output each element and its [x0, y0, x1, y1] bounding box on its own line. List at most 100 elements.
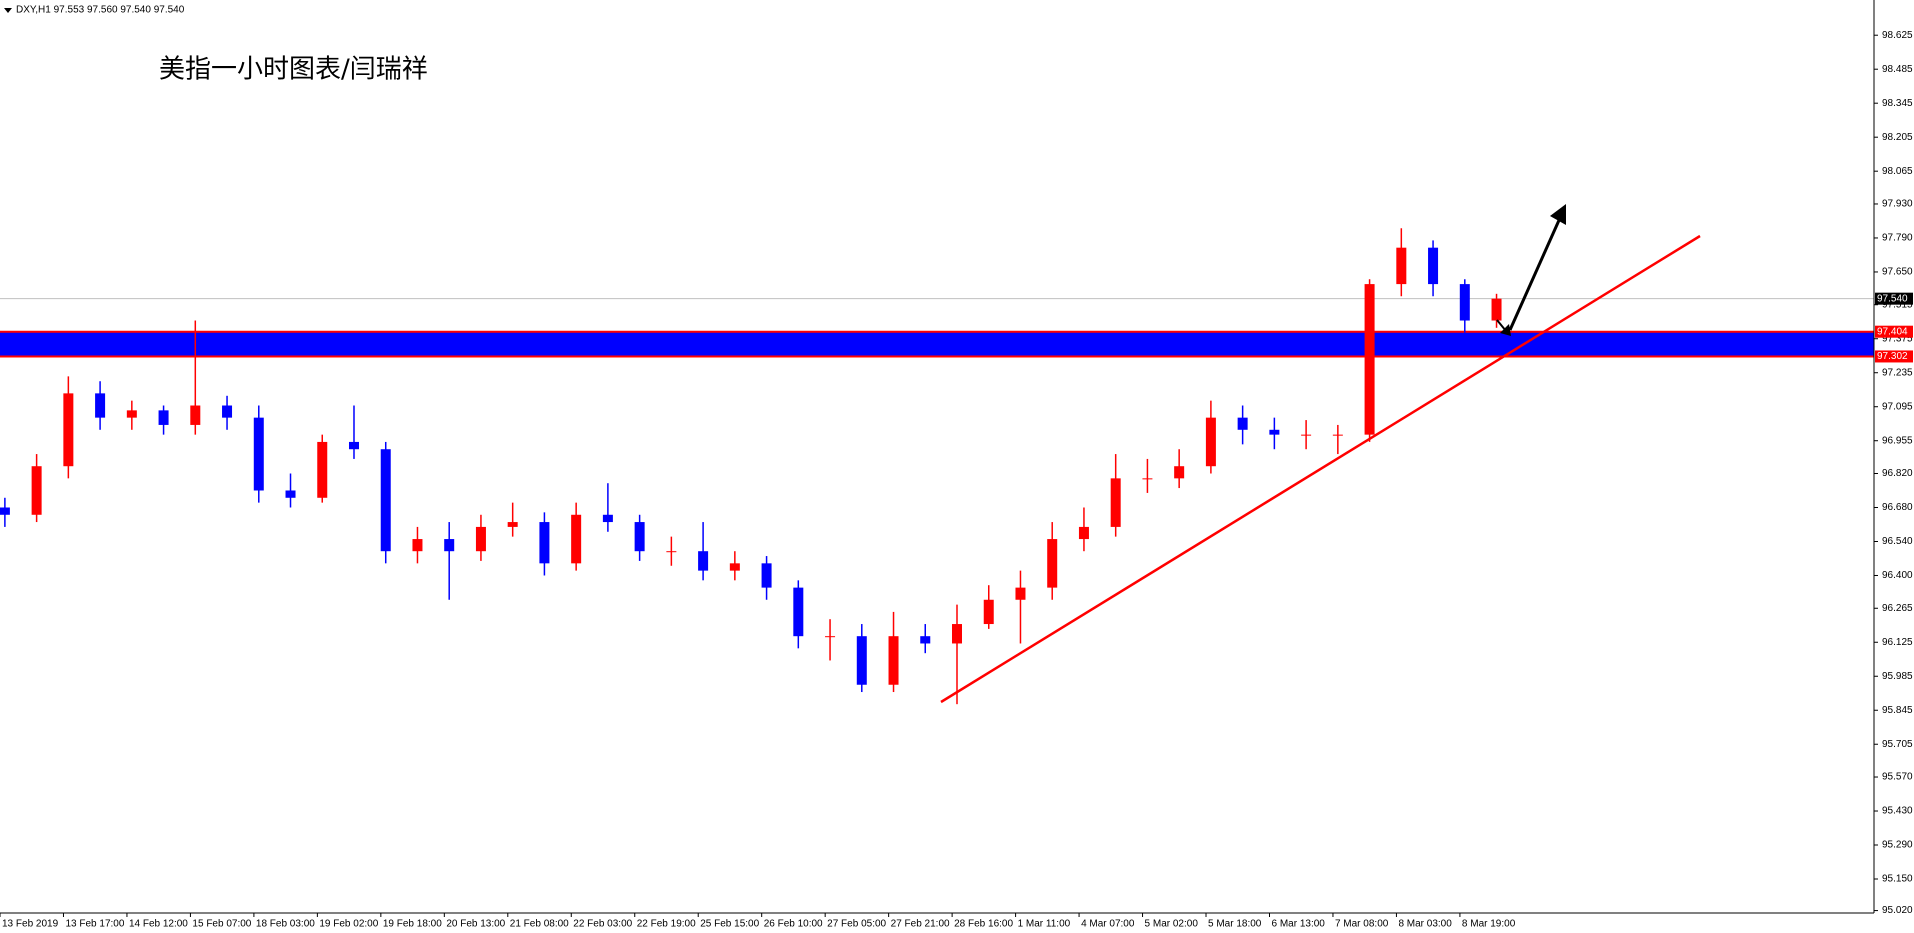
x-tick-label: 18 Feb 03:00: [256, 919, 315, 930]
candle-body: [126, 410, 137, 418]
arrow-down-head: [1500, 324, 1511, 336]
y-tick-label: 96.265: [1882, 603, 1913, 614]
candle-body: [190, 405, 201, 425]
x-tick-label: 22 Feb 19:00: [637, 919, 696, 930]
candle-body: [1174, 466, 1185, 479]
x-tick-label: 1 Mar 11:00: [1018, 919, 1071, 930]
x-tick-label: 22 Feb 03:00: [573, 919, 632, 930]
candle-body: [1491, 298, 1502, 321]
candle-body: [1047, 539, 1058, 588]
candle-body: [698, 551, 709, 571]
candle-body: [285, 490, 296, 498]
y-tick-label: 98.205: [1882, 132, 1913, 143]
candle-body: [952, 624, 962, 644]
y-tick-label: 96.400: [1882, 570, 1913, 581]
x-tick-label: 19 Feb 02:00: [319, 919, 378, 930]
price-tag: [1875, 350, 1913, 363]
y-tick-label: 95.430: [1882, 806, 1913, 817]
candle-body: [1110, 478, 1121, 527]
y-tick-label: 95.705: [1882, 739, 1913, 750]
price-tag-label: 97.302: [1877, 351, 1908, 362]
candle-body: [1142, 478, 1153, 480]
candle-body: [31, 466, 42, 515]
candle-body: [475, 526, 486, 552]
y-tick-label: 97.095: [1882, 401, 1913, 412]
price-tag: [1875, 292, 1913, 305]
arrow-up: [1508, 217, 1562, 331]
candle-body: [444, 539, 455, 552]
x-tick-label: 28 Feb 16:00: [954, 919, 1013, 930]
support-zone: [0, 331, 1874, 357]
price-tag-label: 97.404: [1877, 326, 1908, 337]
y-tick-label: 98.485: [1882, 64, 1913, 75]
x-tick-label: 6 Mar 13:00: [1271, 919, 1325, 930]
y-tick-label: 95.020: [1882, 905, 1913, 916]
trend-line: [940, 234, 1701, 704]
candle-body: [761, 563, 772, 588]
price-tag-label: 97.540: [1877, 293, 1908, 304]
candle-body: [1364, 284, 1375, 435]
candle-body: [222, 405, 233, 418]
candle-body: [539, 522, 550, 564]
candle-body: [1237, 417, 1248, 430]
candle-body: [729, 563, 740, 571]
candle-body: [412, 539, 423, 552]
x-tick-label: 13 Feb 2019: [2, 919, 59, 930]
candle-body: [95, 393, 106, 418]
x-tick-label: 27 Feb 05:00: [827, 919, 886, 930]
candle-body: [888, 636, 899, 685]
x-tick-label: 15 Feb 07:00: [192, 919, 251, 930]
candle-body: [1015, 587, 1026, 600]
y-tick-label: 96.540: [1882, 536, 1913, 547]
candle-body: [253, 417, 264, 491]
candle-body: [317, 441, 328, 498]
y-tick-label: 98.625: [1882, 30, 1913, 41]
candle-body: [63, 393, 74, 467]
candle-body: [1428, 247, 1439, 285]
candle-body: [634, 522, 645, 552]
candle-body: [507, 522, 518, 527]
y-tick-label: 95.150: [1882, 874, 1913, 885]
chart-header: DXY,H1 97.553 97.560 97.540 97.540: [16, 5, 185, 16]
candle-body: [825, 636, 836, 638]
candle-body: [1332, 434, 1343, 436]
y-tick-label: 97.375: [1882, 333, 1913, 344]
candle-body: [602, 514, 613, 523]
arrow-up-head: [1550, 204, 1566, 225]
y-tick-label: 97.790: [1882, 233, 1913, 244]
candle-body: [380, 449, 391, 552]
y-tick-label: 98.345: [1882, 98, 1913, 109]
y-tick-label: 96.955: [1882, 435, 1913, 446]
x-tick-label: 7 Mar 08:00: [1335, 919, 1389, 930]
y-tick-label: 96.680: [1882, 502, 1913, 513]
x-tick-label: 20 Feb 13:00: [446, 919, 505, 930]
candle-body: [793, 587, 804, 637]
x-tick-label: 4 Mar 07:00: [1081, 919, 1135, 930]
y-tick-label: 97.650: [1882, 267, 1913, 278]
y-tick-label: 97.515: [1882, 299, 1913, 310]
candle-body: [983, 599, 994, 625]
candle-body: [158, 410, 169, 425]
x-tick-label: 8 Mar 03:00: [1398, 919, 1452, 930]
x-tick-label: 13 Feb 17:00: [65, 919, 124, 930]
x-tick-label: 25 Feb 15:00: [700, 919, 759, 930]
x-tick-label: 27 Feb 21:00: [891, 919, 950, 930]
candle-body: [1269, 429, 1280, 435]
y-tick-label: 97.235: [1882, 367, 1913, 378]
candle-body: [1205, 417, 1216, 467]
y-tick-label: 95.985: [1882, 671, 1913, 682]
candle-body: [1396, 247, 1407, 285]
y-tick-label: 98.065: [1882, 166, 1913, 177]
y-tick-label: 96.125: [1882, 637, 1913, 648]
candle-body: [571, 514, 582, 564]
x-tick-label: 21 Feb 08:00: [510, 919, 569, 930]
menu-triangle: [4, 8, 12, 13]
price-tag: [1875, 325, 1913, 338]
y-tick-label: 96.820: [1882, 468, 1913, 479]
candle-body: [666, 551, 677, 553]
candle-body: [0, 507, 10, 515]
x-tick-label: 26 Feb 10:00: [764, 919, 823, 930]
candle-body: [1459, 284, 1470, 321]
x-tick-label: 5 Mar 18:00: [1208, 919, 1262, 930]
